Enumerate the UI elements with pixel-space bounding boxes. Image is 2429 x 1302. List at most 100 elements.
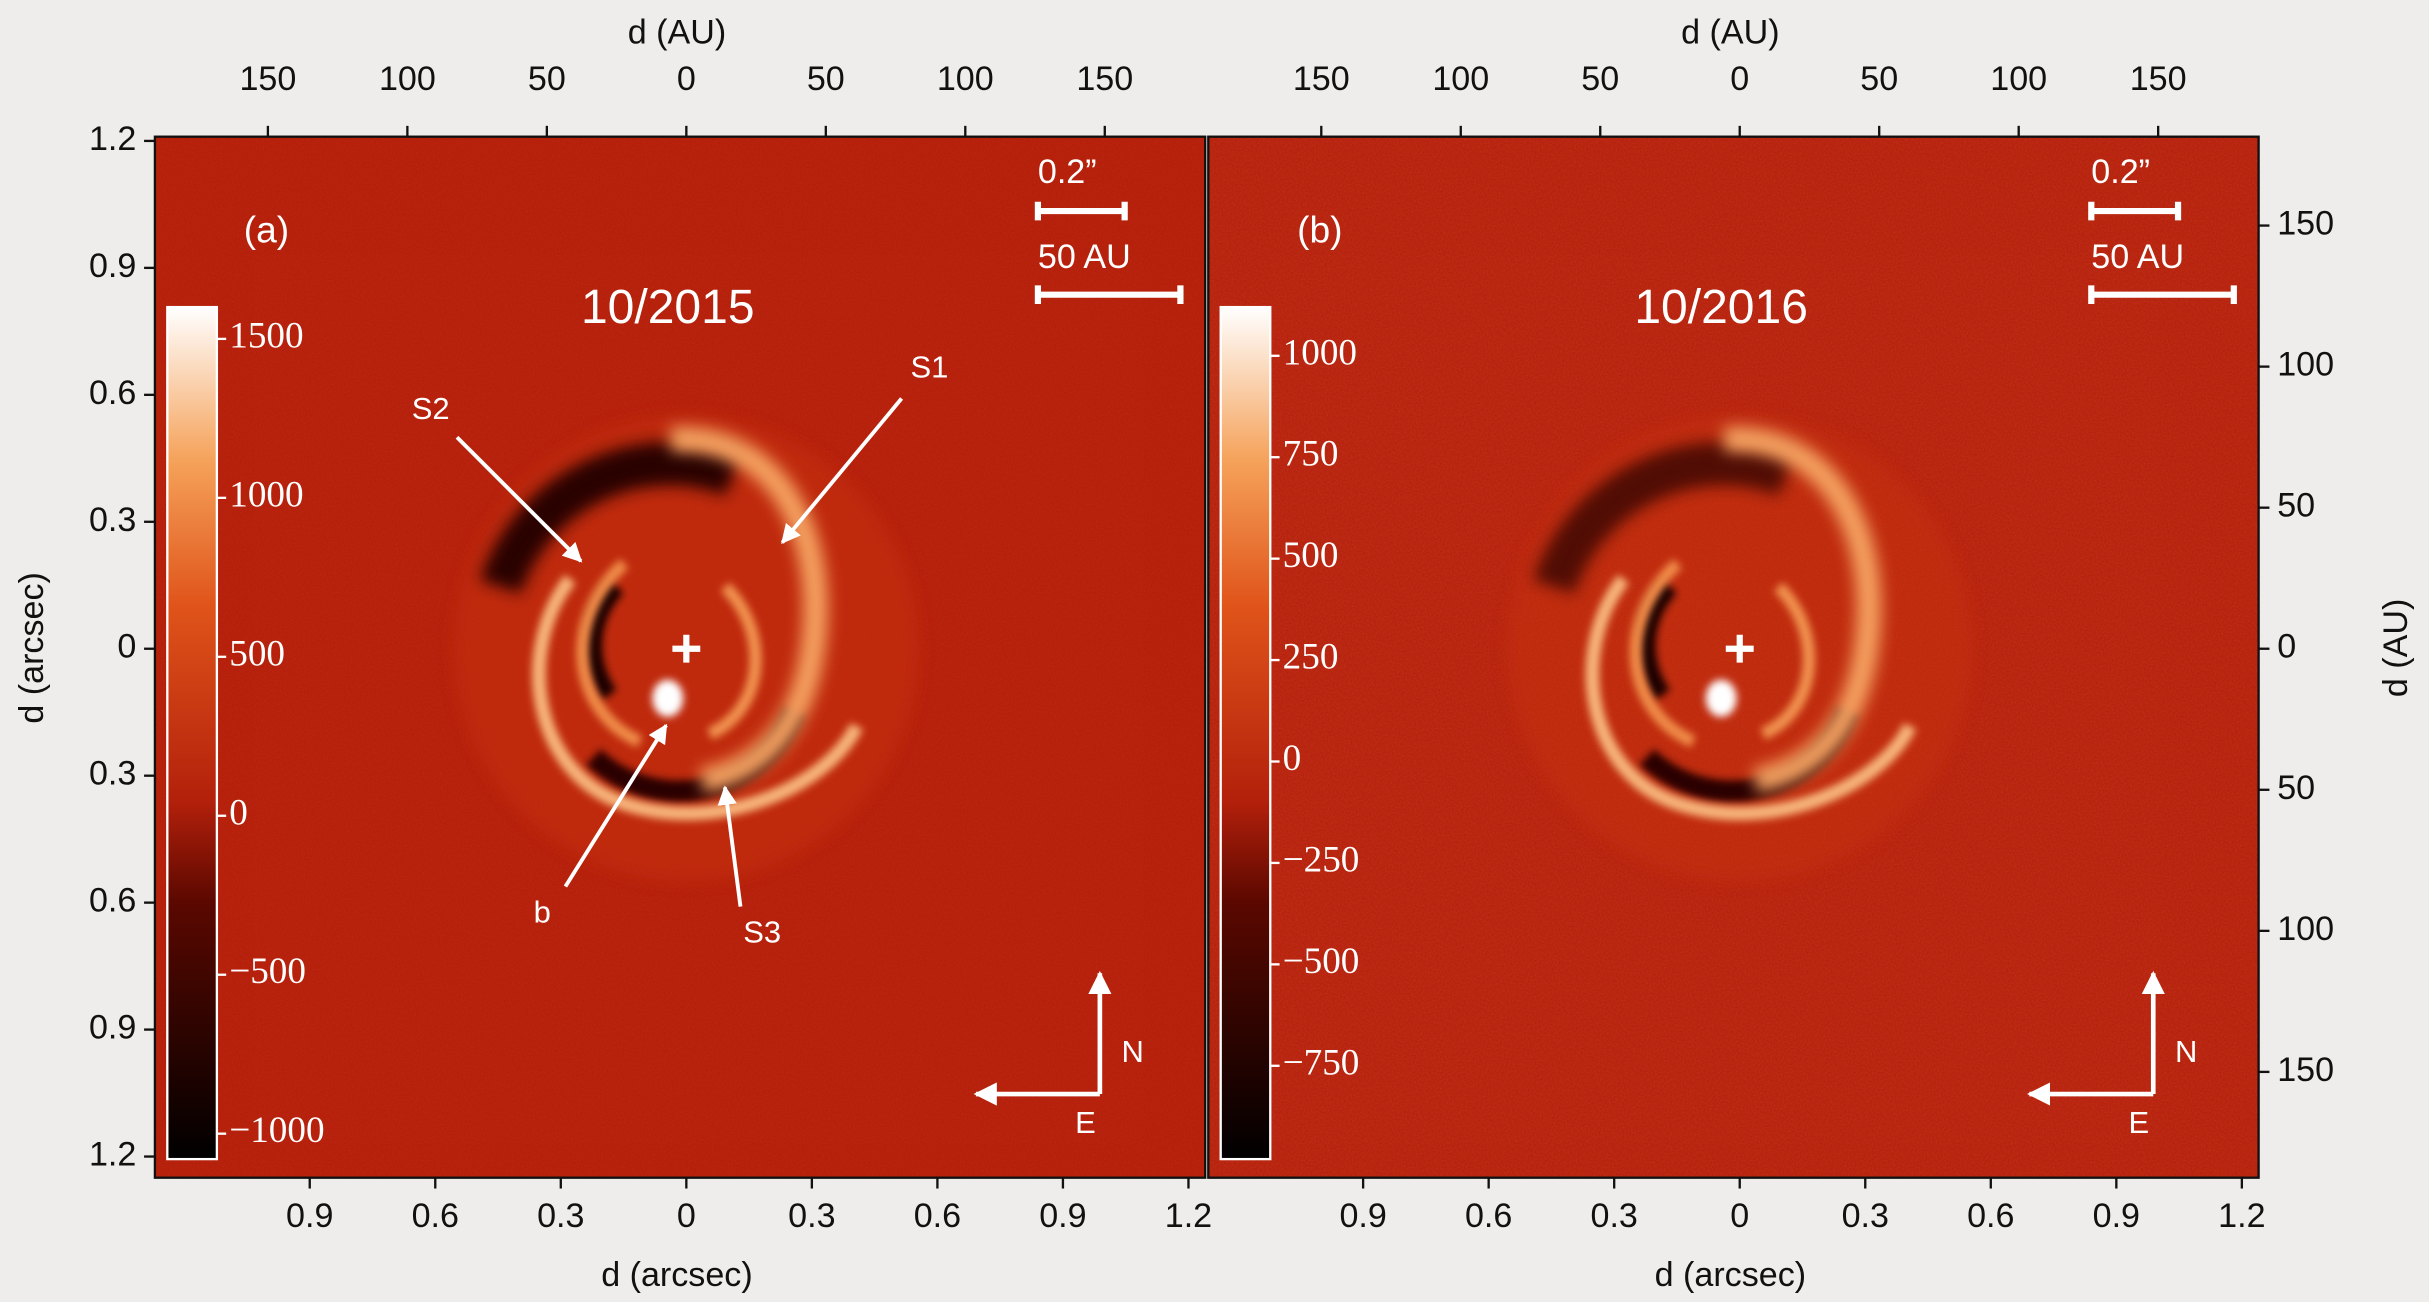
compass-label: N bbox=[1122, 1034, 1144, 1069]
disk bbox=[453, 416, 919, 882]
colorbar-tick-label: 750 bbox=[1283, 434, 1339, 475]
annotation-label: S2 bbox=[412, 391, 450, 426]
annotation-label: b bbox=[534, 895, 551, 930]
annotation-arrow bbox=[717, 785, 743, 907]
x-tick-label: 0.3 bbox=[1591, 1197, 1638, 1235]
colorbar-tick-label: −1000 bbox=[229, 1110, 324, 1151]
y-axis-label: d (arcsec) bbox=[13, 572, 51, 724]
dark-arc bbox=[583, 580, 624, 701]
y-tick-label: 0 bbox=[117, 628, 136, 666]
scale-bar bbox=[2088, 285, 2237, 304]
x-tick-label: 0.3 bbox=[1842, 1197, 1889, 1235]
scale-label: 0.2” bbox=[2091, 153, 2150, 191]
colorbar-tick-label: 1000 bbox=[1283, 332, 1357, 373]
annotation-arrow bbox=[780, 397, 904, 545]
colorbar-tick-label: 500 bbox=[229, 633, 285, 674]
colorbar-tick-label: 1000 bbox=[229, 474, 303, 515]
x-tick-label: 0.6 bbox=[914, 1197, 961, 1235]
y2-tick-label: 150 bbox=[2277, 205, 2334, 243]
colorbar-tick-label: 0 bbox=[1283, 738, 1302, 779]
colorbar bbox=[166, 305, 219, 1161]
top-tick-label: 50 bbox=[807, 60, 845, 98]
dark-arc bbox=[1533, 442, 1794, 594]
annotation-arrow bbox=[563, 723, 668, 888]
y-tick-label: 0.9 bbox=[89, 247, 136, 285]
compass-label: E bbox=[1075, 1105, 1096, 1140]
image bbox=[154, 136, 1206, 1178]
companion bbox=[652, 679, 684, 717]
bright-arc bbox=[706, 582, 762, 740]
top-tick-label: 100 bbox=[1432, 60, 1489, 98]
y-tick-label: 0.6 bbox=[89, 374, 136, 412]
annotation-label: S3 bbox=[743, 915, 781, 950]
bright-arc bbox=[1629, 558, 1696, 748]
x-tick-label: 0.3 bbox=[537, 1197, 584, 1235]
y-tick-label: 1.2 bbox=[89, 1136, 136, 1174]
compass-label: N bbox=[2175, 1034, 2197, 1069]
x-axis-label: d (arcsec) bbox=[601, 1256, 753, 1294]
bright-arc bbox=[669, 426, 828, 793]
panel-label: (a) bbox=[244, 209, 289, 251]
scale-bar bbox=[1034, 201, 1128, 221]
panel-label: (b) bbox=[1297, 209, 1342, 251]
scale-label: 50 AU bbox=[2091, 238, 2184, 276]
y2-tick-label: 100 bbox=[2277, 346, 2334, 384]
annotation-arrow bbox=[455, 435, 583, 563]
scale-bar bbox=[2088, 201, 2182, 221]
x-tick-label: 1.2 bbox=[1165, 1197, 1212, 1235]
scale-label: 0.2” bbox=[1038, 153, 1097, 191]
y-tick-label: 0.9 bbox=[89, 1009, 136, 1047]
top-tick-label: 150 bbox=[2130, 60, 2187, 98]
top-tick-label: 150 bbox=[1076, 60, 1133, 98]
colorbar-tick-label: 1500 bbox=[229, 315, 303, 356]
x-tick-label: 0 bbox=[1730, 1197, 1749, 1235]
x-tick-label: 0.6 bbox=[412, 1197, 459, 1235]
top-tick-label: 0 bbox=[1730, 60, 1749, 98]
compass-label: E bbox=[2128, 1105, 2149, 1140]
y2-tick-label: 0 bbox=[2277, 628, 2296, 666]
top-tick-label: 50 bbox=[1860, 60, 1898, 98]
x-tick-label: 0.6 bbox=[1465, 1197, 1512, 1235]
y2-tick-label: 50 bbox=[2277, 769, 2315, 807]
x-tick-label: 0.9 bbox=[1339, 1197, 1386, 1235]
dark-arc bbox=[1637, 580, 1677, 701]
top-tick-label: 100 bbox=[1990, 60, 2047, 98]
top-tick-label: 100 bbox=[937, 60, 994, 98]
scale-label: 50 AU bbox=[1038, 238, 1131, 276]
date-label: 10/2015 bbox=[581, 281, 755, 334]
y2-tick-label: 50 bbox=[2277, 487, 2315, 525]
image bbox=[1208, 136, 2259, 1178]
bright-arc bbox=[576, 558, 643, 748]
companion bbox=[1705, 679, 1737, 717]
frame bbox=[153, 135, 1207, 1179]
bright-arc bbox=[1585, 574, 1917, 821]
colorbar-tick-label: −500 bbox=[229, 951, 306, 992]
x-tick-label: 0.9 bbox=[286, 1197, 333, 1235]
x-tick-label: 0.9 bbox=[1039, 1197, 1086, 1235]
y-tick-label: 0.3 bbox=[89, 501, 136, 539]
colorbar-tick-label: 500 bbox=[1283, 535, 1339, 576]
top-tick-label: 50 bbox=[1581, 60, 1619, 98]
colorbar-tick-label: 0 bbox=[229, 792, 248, 833]
frame bbox=[1207, 135, 2260, 1179]
x-tick-label: 0.9 bbox=[2093, 1197, 2140, 1235]
y-tick-label: 1.2 bbox=[89, 120, 136, 158]
star-cross bbox=[672, 634, 701, 663]
top-axis-label: d (AU) bbox=[1681, 13, 1779, 51]
top-axis-label: d (AU) bbox=[628, 13, 726, 51]
dark-arc bbox=[479, 442, 741, 594]
x-tick-label: 0 bbox=[677, 1197, 696, 1235]
x-tick-label: 0.3 bbox=[788, 1197, 835, 1235]
top-tick-label: 150 bbox=[1293, 60, 1350, 98]
x-tick-label: 0.6 bbox=[1967, 1197, 2014, 1235]
y-tick-label: 0.6 bbox=[89, 882, 136, 920]
y2-tick-label: 100 bbox=[2277, 910, 2334, 948]
top-tick-label: 100 bbox=[379, 60, 436, 98]
annotation-label: S1 bbox=[911, 349, 949, 384]
x-tick-label: 1.2 bbox=[2218, 1197, 2265, 1235]
y-tick-label: 0.3 bbox=[89, 755, 136, 793]
bright-arc bbox=[1723, 426, 1882, 793]
